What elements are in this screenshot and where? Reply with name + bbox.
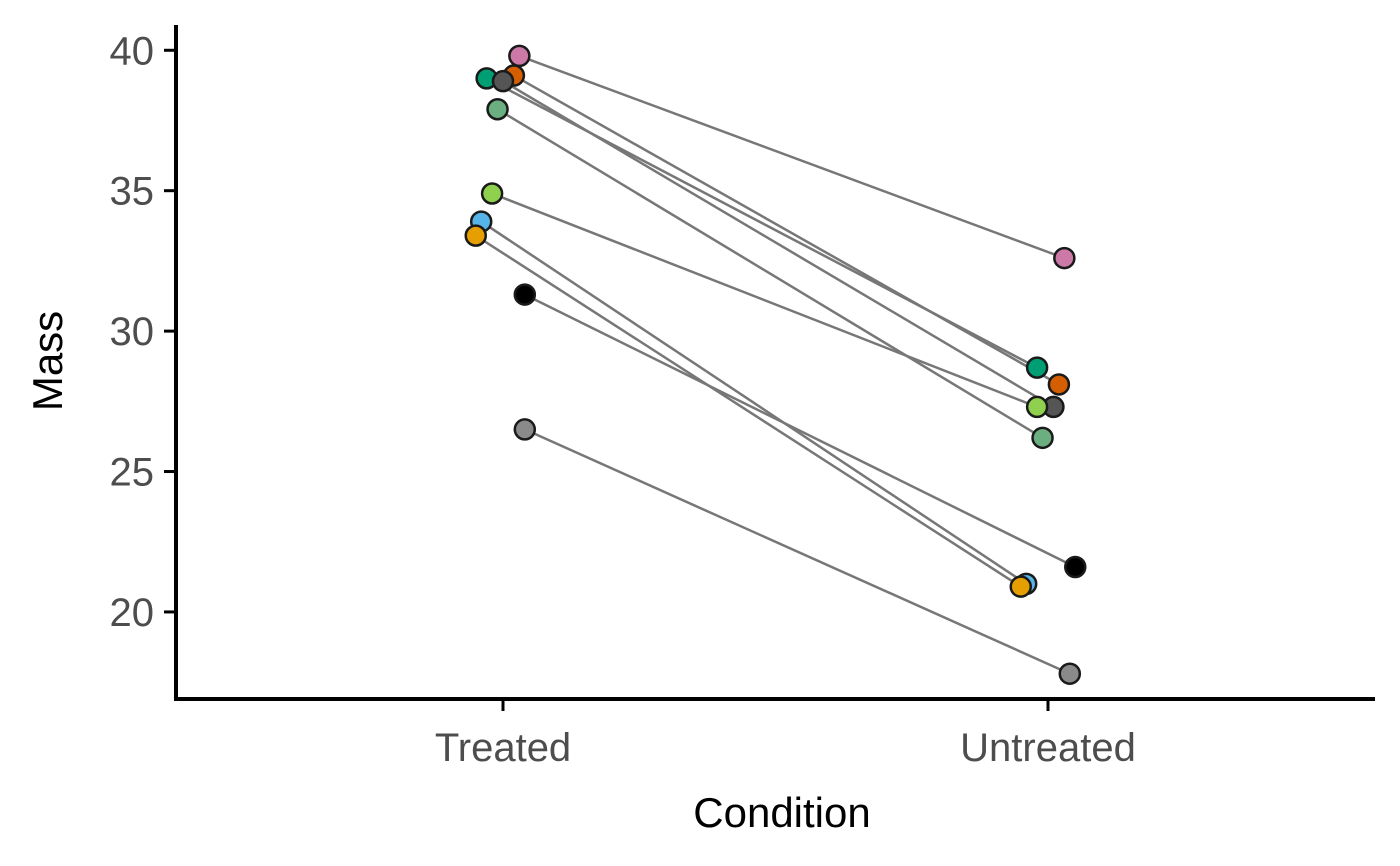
point-treated <box>486 98 509 121</box>
point-untreated <box>1064 555 1087 579</box>
point-treated <box>480 182 504 205</box>
y-tick-label: 30 <box>110 310 155 354</box>
point-treated <box>491 69 515 93</box>
point-untreated <box>1025 356 1049 379</box>
pair-line <box>524 293 1076 569</box>
pair-lines <box>475 54 1076 675</box>
pair-line <box>480 220 1027 585</box>
x-tick-label: Treated <box>435 726 571 770</box>
axes: 20 25 30 35 40 Treated Untreated <box>110 25 1375 770</box>
pair-line <box>502 80 1055 409</box>
x-tick-label: Untreated <box>960 726 1136 770</box>
pair-line <box>513 74 1060 386</box>
y-axis-title: Mass <box>24 311 71 411</box>
pair-line <box>518 54 1065 260</box>
y-tick-label: 20 <box>110 591 155 635</box>
pair-line <box>475 234 1022 588</box>
point-treated <box>508 44 531 68</box>
point-untreated <box>1053 246 1076 270</box>
pair-line <box>491 192 1038 409</box>
point-untreated <box>1009 575 1032 598</box>
pair-line <box>496 108 1044 439</box>
y-tick-label: 25 <box>110 451 155 495</box>
point-treated <box>513 283 537 306</box>
point-untreated <box>1025 395 1049 419</box>
data-points <box>464 44 1087 685</box>
point-untreated <box>1047 373 1071 396</box>
pair-line <box>524 428 1071 675</box>
point-untreated <box>1058 662 1082 685</box>
point-untreated <box>1031 426 1054 450</box>
y-tick-label: 40 <box>110 29 155 73</box>
point-treated <box>513 418 537 441</box>
y-tick-label: 35 <box>110 170 155 214</box>
x-axis-title: Condition <box>693 789 870 836</box>
point-treated <box>464 224 487 247</box>
